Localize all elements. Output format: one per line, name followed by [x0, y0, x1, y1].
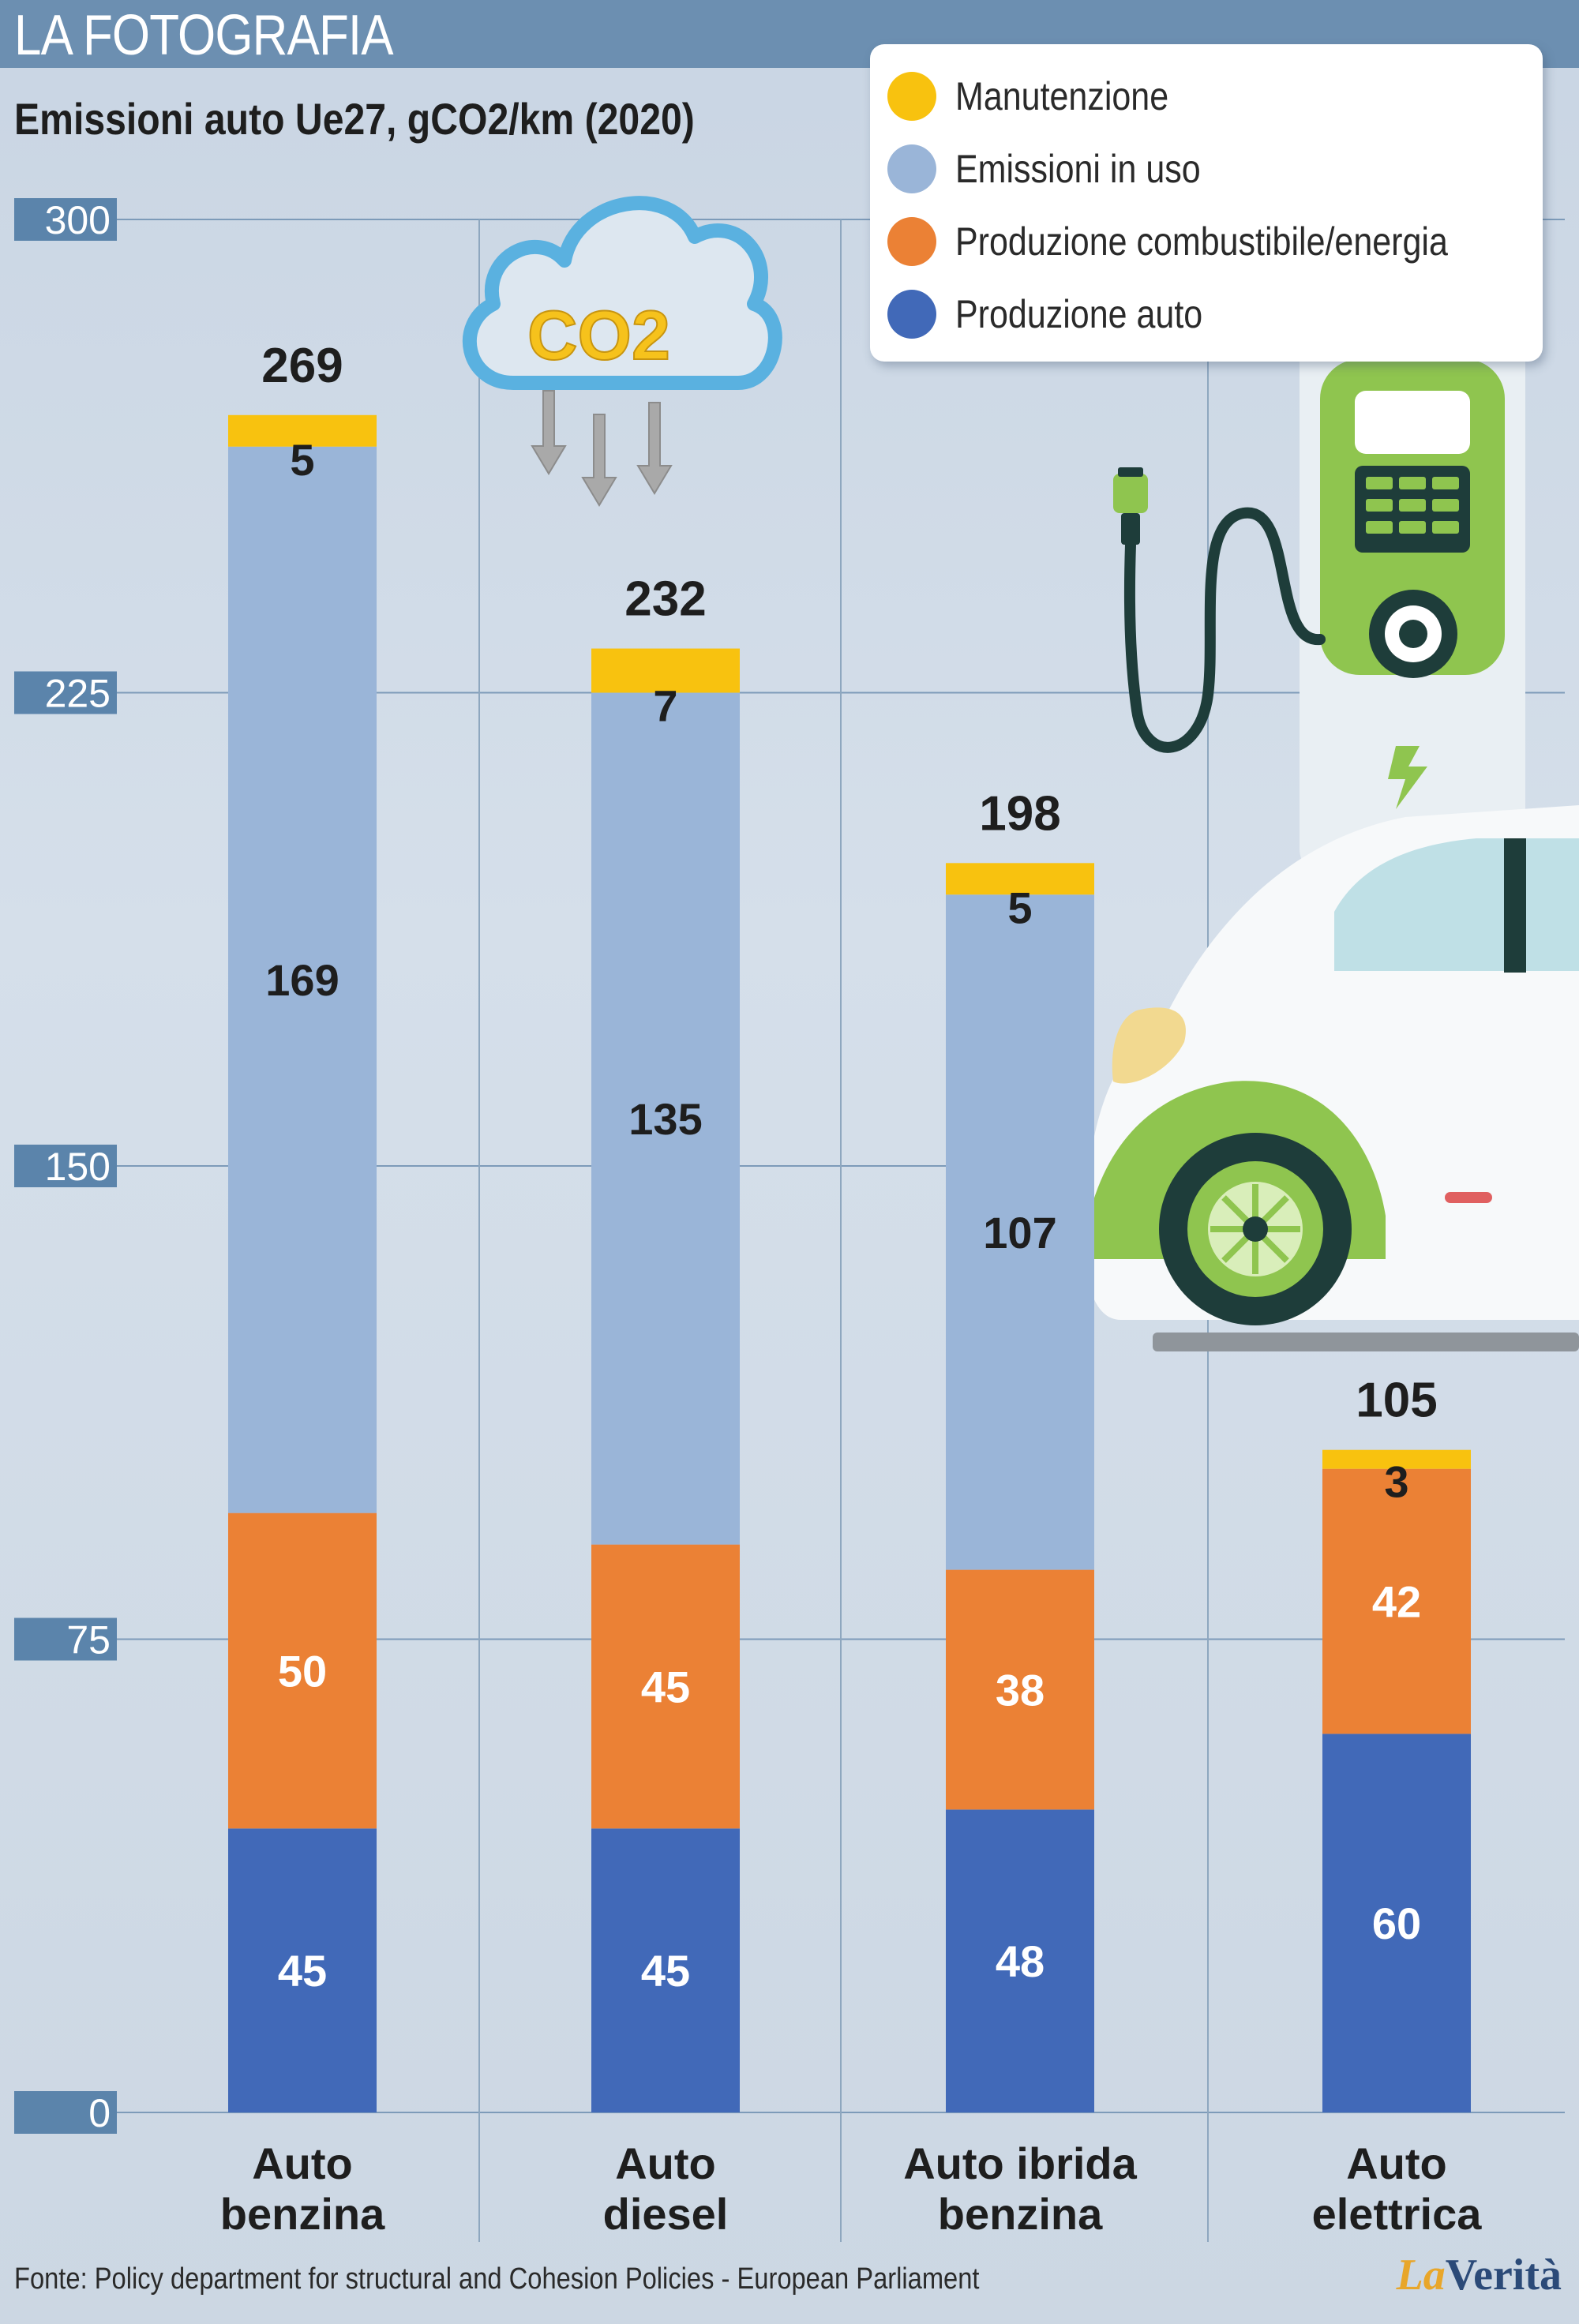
y-tick-label: 0 [88, 2091, 111, 2135]
category-label: diesel [603, 2189, 729, 2239]
legend-label: Produzione combustibile/energia [955, 219, 1448, 264]
value-label-produzione-auto: 48 [996, 1936, 1045, 1986]
bar-segment-produzione-auto [946, 1809, 1094, 2112]
value-label-produzione-auto: 45 [278, 1946, 327, 1996]
legend-swatch [887, 144, 936, 193]
co2-cloud-text: CO2 [527, 296, 670, 374]
bar-segment-manutenzione [228, 414, 377, 447]
category-label: Auto ibrida [903, 2138, 1137, 2188]
total-label: 232 [624, 572, 706, 627]
y-tick-label: 300 [45, 198, 111, 242]
y-tick-label: 150 [45, 1145, 111, 1189]
brand-name: Verità [1445, 2251, 1562, 2300]
legend-swatch [887, 217, 936, 266]
chart-title: Emissioni auto Ue27, gCO2/km (2020) [14, 94, 695, 144]
total-label: 105 [1356, 1374, 1437, 1428]
value-label-manutenzione: 5 [1007, 883, 1032, 932]
total-label: 269 [261, 339, 343, 393]
bar-segment-emissioni-in-uso [228, 446, 377, 1513]
value-label-manutenzione: 5 [290, 435, 314, 485]
total-label: 198 [979, 786, 1060, 841]
bar-segment-manutenzione [946, 863, 1094, 895]
bars-layer [228, 414, 1471, 2112]
legend: Manutenzione Emissioni in uso Produzione… [870, 44, 1543, 362]
legend-item-emissioni-in-uso: Emissioni in uso [887, 137, 1240, 201]
y-tick-box [14, 2091, 117, 2134]
value-label-emissioni-in-uso: 135 [628, 1094, 702, 1144]
bar-segment-produzione-auto [591, 1828, 740, 2112]
brand-prefix: La [1396, 2251, 1446, 2300]
category-label: Auto [615, 2138, 716, 2188]
y-tick-label: 225 [45, 672, 111, 716]
legend-swatch [887, 72, 936, 121]
bar-segment-produzione-combustibile [1322, 1468, 1471, 1734]
value-label-produzione-auto: 60 [1372, 1899, 1421, 1948]
category-label: elettrica [1312, 2189, 1483, 2239]
page-title: LA FOTOGRAFIA [14, 4, 394, 67]
source-note: Fonte: Policy department for structural … [14, 2262, 980, 2296]
ev-charging-station-icon [1113, 308, 1525, 880]
bar-segment-produzione-combustibile [946, 1569, 1094, 1810]
labels-layer: 45501695269Autobenzina45451357232Autodie… [220, 339, 1482, 2239]
bar-segment-produzione-combustibile [228, 1512, 377, 1829]
bar-segment-manutenzione [1322, 1449, 1471, 1469]
category-label: benzina [938, 2189, 1103, 2239]
legend-swatch [887, 290, 936, 339]
y-tick-label: 75 [66, 1618, 111, 1662]
category-label: Auto [252, 2138, 353, 2188]
value-label-emissioni-in-uso: 169 [265, 955, 339, 1005]
legend-item-produzione-auto: Produzione auto [887, 283, 1243, 346]
legend-item-manutenzione: Manutenzione [887, 65, 1203, 128]
co2-cloud-icon: CO2 [462, 196, 782, 507]
category-label: benzina [220, 2189, 385, 2239]
value-label-manutenzione: 3 [1384, 1457, 1408, 1507]
bar-segment-manutenzione [591, 648, 740, 693]
legend-item-produzione-combustibile: Produzione combustibile/energia [887, 210, 1528, 273]
y-tick-box [14, 1145, 117, 1187]
illustration-layer: CO2 [462, 196, 1579, 1351]
bar-segment-emissioni-in-uso [946, 894, 1094, 1570]
brand-logo: LaVerità [1397, 2250, 1562, 2300]
y-tick-box [14, 198, 117, 241]
y-tick-box [14, 1617, 117, 1661]
bar-segment-emissioni-in-uso [591, 692, 740, 1545]
y-tick-box [14, 671, 117, 714]
value-label-manutenzione: 7 [653, 681, 677, 731]
value-label-emissioni-in-uso: 107 [983, 1208, 1056, 1258]
value-label-produzione-combustibile: 50 [278, 1646, 327, 1696]
value-label-produzione-combustibile: 45 [641, 1662, 690, 1711]
bar-segment-produzione-auto [228, 1828, 377, 2112]
value-label-produzione-auto: 45 [641, 1946, 690, 1996]
legend-label: Manutenzione [955, 74, 1169, 118]
electric-car-icon [1085, 805, 1579, 1351]
legend-label: Emissioni in uso [955, 147, 1201, 191]
value-label-produzione-combustibile: 42 [1372, 1577, 1421, 1627]
legend-label: Produzione auto [955, 292, 1203, 336]
value-label-produzione-combustibile: 38 [996, 1665, 1045, 1715]
bar-segment-produzione-auto [1322, 1734, 1471, 2112]
bar-segment-produzione-combustibile [591, 1544, 740, 1829]
category-label: Auto [1346, 2138, 1447, 2188]
